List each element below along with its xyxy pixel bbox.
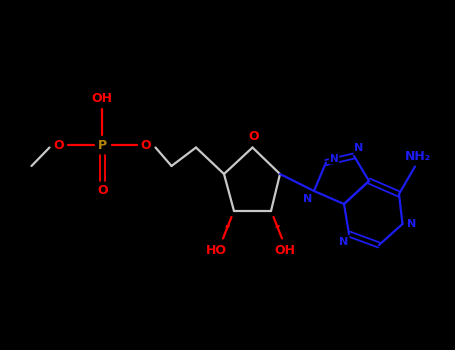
Text: N: N: [354, 143, 364, 153]
Text: N: N: [329, 154, 339, 163]
Text: N: N: [407, 219, 416, 229]
Text: ,,: ,,: [224, 220, 231, 230]
Text: O: O: [54, 139, 64, 152]
Text: N: N: [339, 237, 349, 247]
Text: P: P: [98, 139, 107, 152]
Text: O: O: [141, 139, 152, 152]
Text: NH₂: NH₂: [405, 149, 431, 162]
Text: N: N: [303, 194, 313, 204]
Text: HO: HO: [206, 244, 227, 257]
Text: O: O: [97, 184, 108, 197]
Text: ,,: ,,: [274, 220, 281, 230]
Text: O: O: [248, 130, 259, 143]
Text: OH: OH: [91, 92, 112, 105]
Text: OH: OH: [274, 244, 295, 257]
